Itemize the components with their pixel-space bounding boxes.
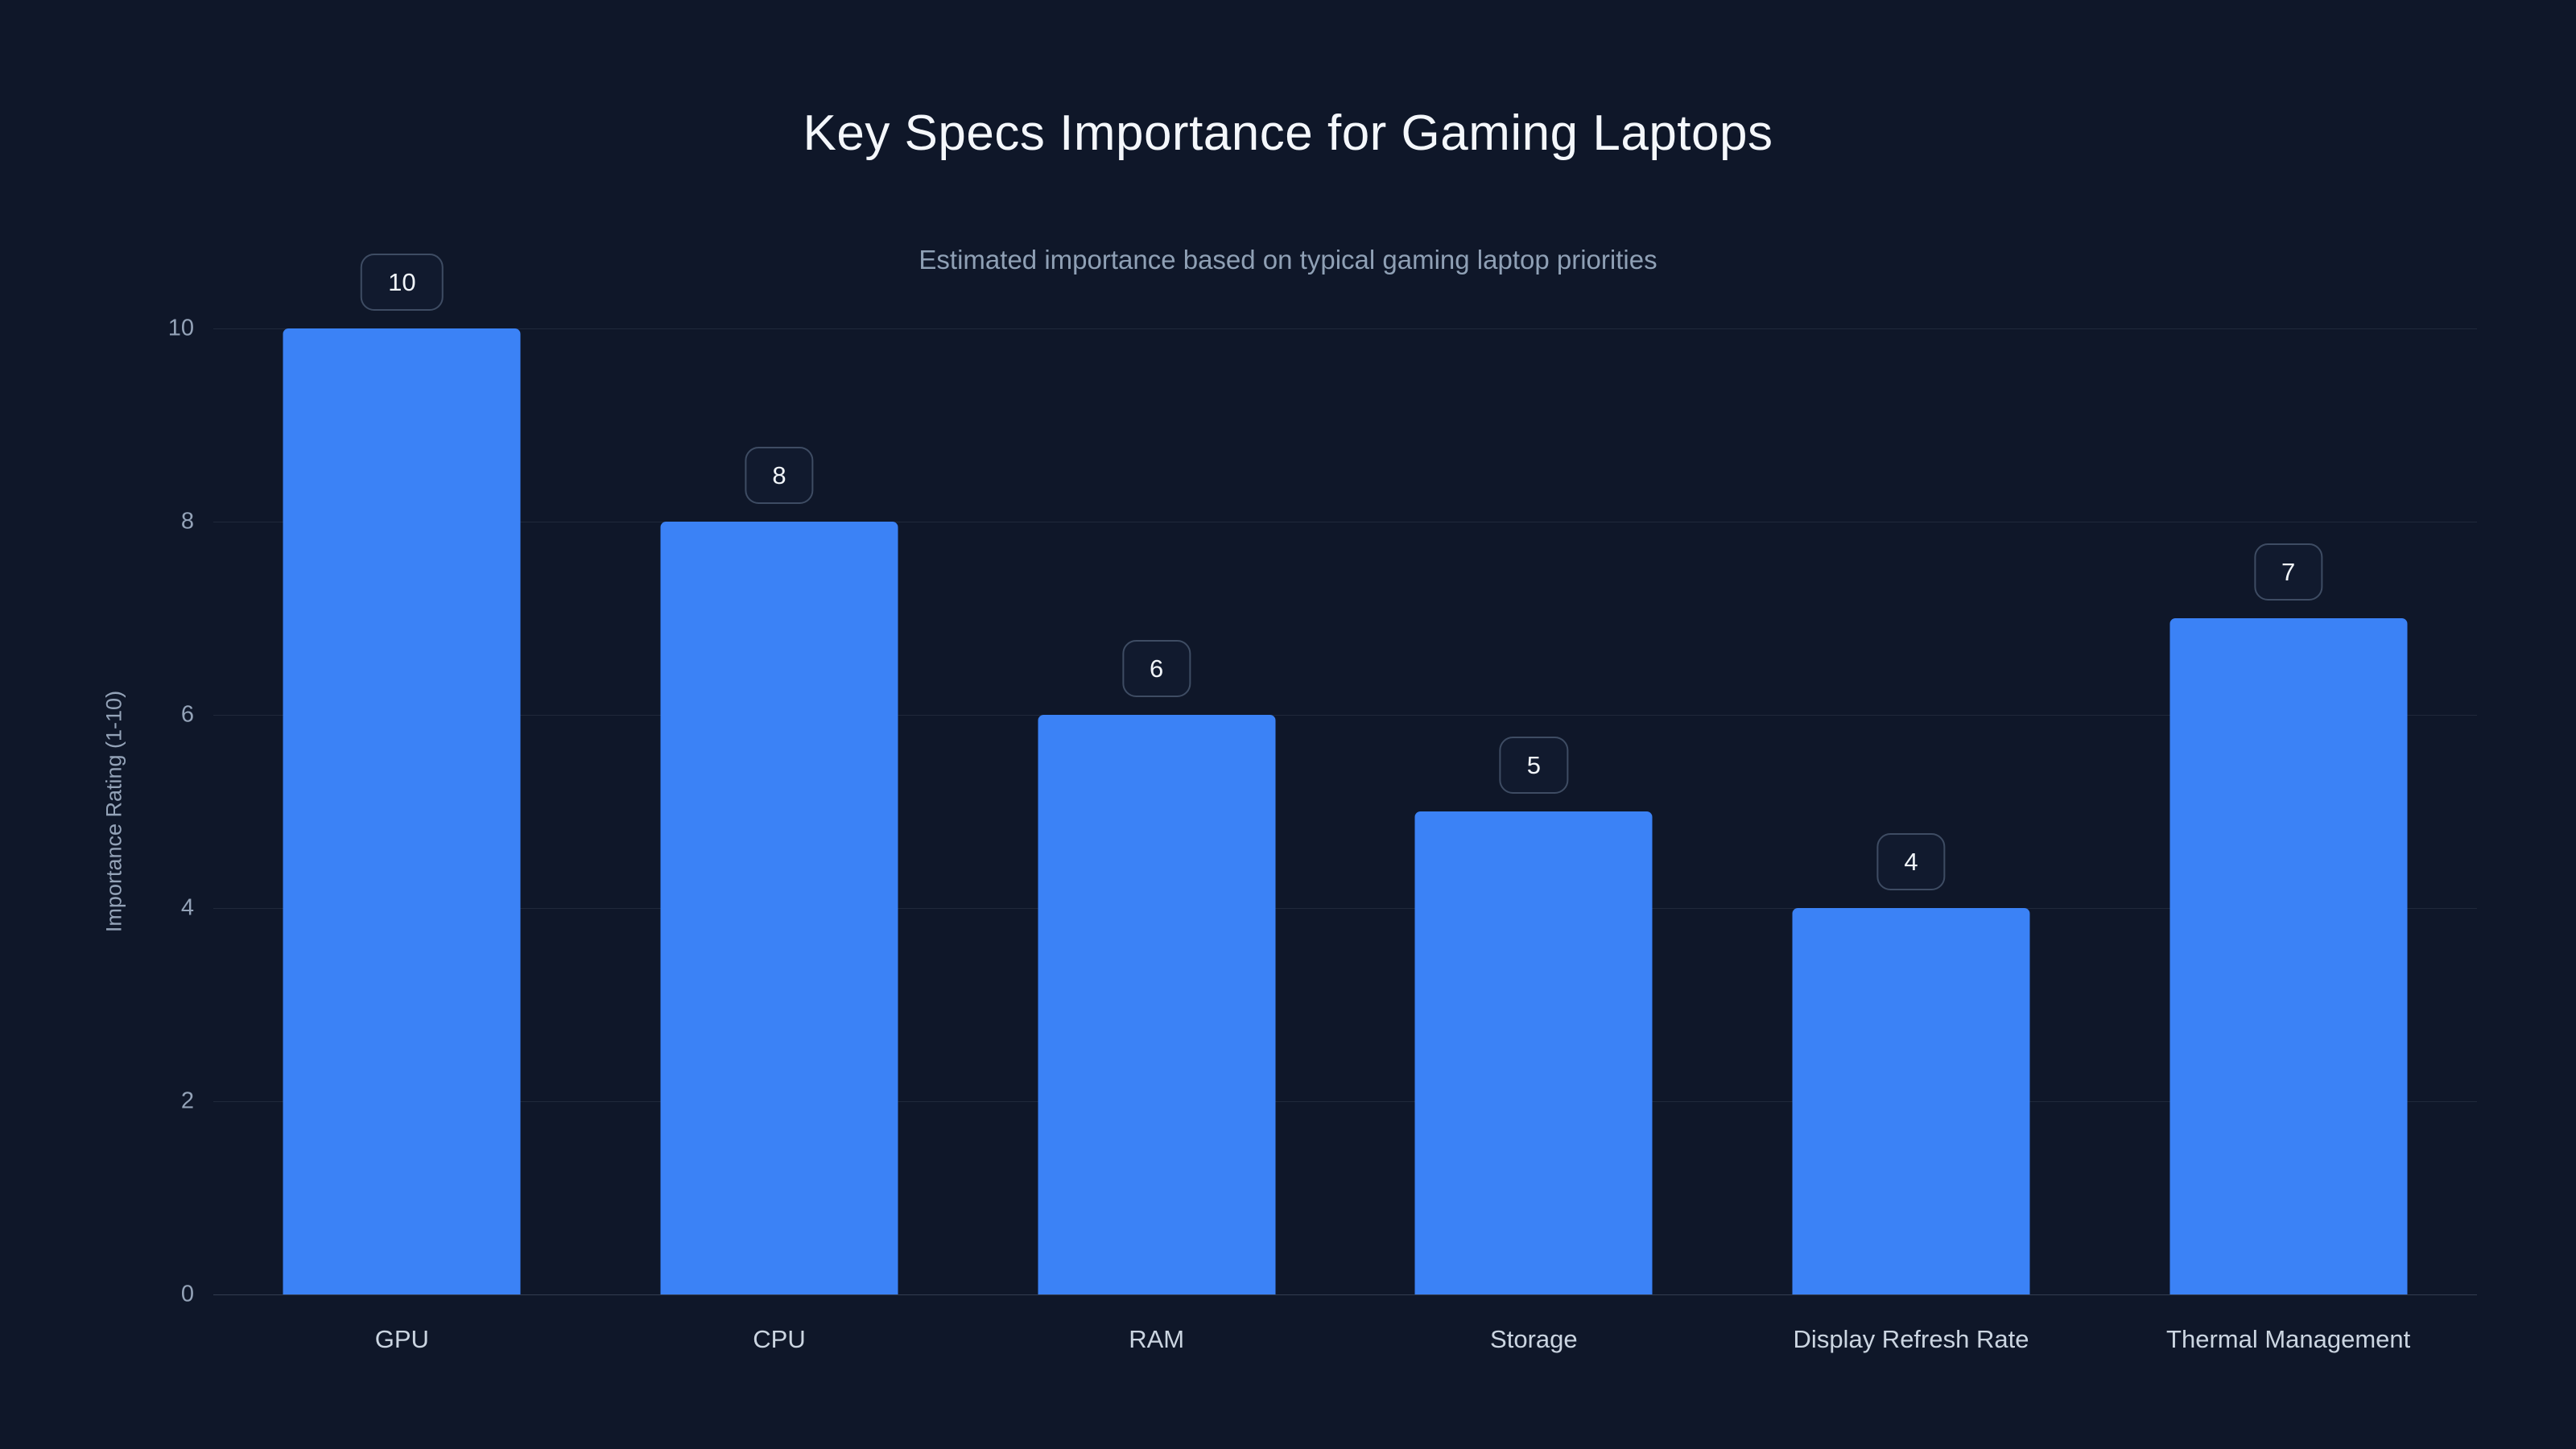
chart-subtitle: Estimated importance based on typical ga… bbox=[919, 245, 1657, 275]
gridline bbox=[213, 715, 2477, 716]
bar bbox=[1792, 908, 2030, 1294]
category-label: GPU bbox=[374, 1325, 429, 1353]
y-tick-label: 4 bbox=[180, 894, 194, 921]
y-tick-label: 8 bbox=[180, 508, 194, 535]
category-label: CPU bbox=[753, 1325, 806, 1353]
chart-title: Key Specs Importance for Gaming Laptops bbox=[803, 105, 1773, 161]
category-label: RAM bbox=[1129, 1325, 1185, 1353]
bar bbox=[1414, 811, 1653, 1294]
gridline bbox=[213, 328, 2477, 329]
bar bbox=[2169, 618, 2408, 1294]
bar bbox=[660, 522, 898, 1294]
y-tick-label: 6 bbox=[180, 701, 194, 728]
bar bbox=[283, 328, 521, 1294]
value-badge: 7 bbox=[2254, 543, 2323, 601]
bar bbox=[1038, 715, 1276, 1294]
gridline bbox=[213, 1101, 2477, 1102]
y-tick-label: 10 bbox=[167, 315, 194, 341]
plot-area: 0 2 4 6 8 10 10 GPU 8 CPU 6 RAM 5 Storage 4 Display Ref… bbox=[168, 254, 2477, 1353]
value-badge: 10 bbox=[361, 254, 444, 311]
value-badge: 6 bbox=[1122, 640, 1191, 697]
value-badge: 4 bbox=[1876, 833, 1946, 890]
value-badge: 8 bbox=[745, 447, 814, 504]
y-tick-label: 2 bbox=[180, 1088, 194, 1114]
y-axis-label: Importance Rating (1-10) bbox=[101, 690, 126, 933]
value-badge: 5 bbox=[1499, 737, 1568, 794]
gridline bbox=[213, 1294, 2477, 1295]
gridline bbox=[213, 908, 2477, 909]
category-label: Storage bbox=[1490, 1325, 1578, 1353]
category-label: Display Refresh Rate bbox=[1793, 1325, 2029, 1353]
category-label: Thermal Management bbox=[2166, 1325, 2411, 1353]
y-tick-label: 0 bbox=[180, 1281, 194, 1307]
